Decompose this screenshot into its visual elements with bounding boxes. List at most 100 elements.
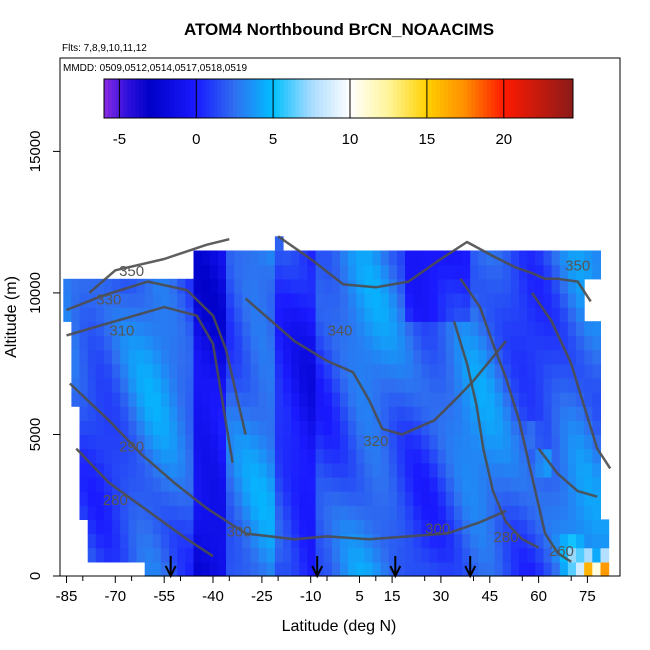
heatmap-cell [445,448,455,464]
heatmap-cell [340,434,349,450]
heatmap-cell [266,264,276,280]
heatmap-cell [144,519,154,535]
colorbar-swatch [182,79,187,118]
heatmap-cell [87,533,97,549]
dates-label: MMDD: 0509,0512,0514,0517,0518,0519 [63,63,247,74]
heatmap-cell [136,363,146,379]
heatmap-cell [502,406,512,421]
heatmap-cell [364,321,374,336]
heatmap-cell [397,392,406,407]
heatmap-cell [348,264,357,280]
heatmap-cell [169,420,178,436]
heatmap-cell [266,321,276,336]
heatmap-cell [576,264,585,280]
heatmap-cell [519,363,528,379]
heatmap-cell [356,349,365,365]
heatmap-cell [584,335,593,351]
heatmap-cell [144,321,154,336]
heatmap-cell [250,250,260,266]
heatmap-cell [478,377,488,393]
heatmap-cell [421,264,431,280]
heatmap-cell [372,434,382,450]
heatmap-cell [348,307,357,322]
heatmap-cell [397,448,406,464]
heatmap-cell [486,392,496,407]
heatmap-cell [234,264,243,280]
heatmap-cell [226,491,235,506]
heatmap-cell [559,420,569,436]
heatmap-cell [112,349,121,365]
heatmap-cell [380,448,390,464]
colorbar-swatch [447,79,453,118]
heatmap-cell [87,363,97,379]
heatmap-cell [380,406,390,421]
heatmap-cell [592,561,601,577]
heatmap-cell [177,377,186,393]
heatmap-cell [112,278,121,294]
heatmap-cell [397,547,406,563]
colorbar-swatch [319,79,324,118]
flights-label: Flts: 7,8,9,10,11,12 [62,43,147,54]
heatmap-cell [372,363,382,379]
heatmap-cell [405,561,414,577]
heatmap-cell [291,420,300,436]
colorbar-swatch [498,79,504,118]
colorbar-swatch [322,79,328,118]
colorbar-swatch [268,79,273,118]
colorbar-swatch [139,79,144,118]
heatmap-cell [201,264,211,280]
heatmap-cell [494,476,504,492]
heatmap-cell [250,434,260,450]
colorbar-swatch [342,79,347,118]
heatmap-cell [445,250,455,266]
colorbar-swatch [475,79,480,118]
colorbar-swatch [213,79,218,118]
contour-label: 340 [327,322,352,339]
colorbar-swatch [217,79,222,118]
heatmap-cell [551,392,561,407]
heatmap-cell [405,349,414,365]
x-tick-label: -85 [56,588,78,605]
heatmap-cell [567,476,577,492]
heatmap-cell [421,420,431,436]
heatmap-cell [413,392,422,407]
heatmap-cell [299,307,308,322]
heatmap-cell [486,292,496,308]
heatmap-cell [112,335,121,351]
heatmap-cell [445,349,455,365]
heatmap-cell [551,476,561,492]
heatmap-cell [388,278,398,294]
heatmap-cell [421,307,431,322]
heatmap-cell [120,448,129,464]
heatmap-cell [405,533,414,549]
colorbar-swatch [490,79,496,118]
colorbar-swatch [561,79,566,118]
heatmap-cell [283,406,292,421]
heatmap-cell [160,505,170,520]
heatmap-cell [486,307,496,322]
heatmap-cell [519,519,528,535]
heatmap-cell [543,250,553,266]
heatmap-cell [120,434,129,450]
colorbar-swatch [326,79,332,118]
heatmap-cell [234,349,243,365]
heatmap-cell [331,377,341,393]
heatmap-cell [429,321,439,336]
heatmap-cell [250,335,260,351]
heatmap-cell [576,462,585,478]
heatmap-cell [144,462,154,478]
heatmap-cell [274,278,284,294]
heatmap-cell [543,476,553,492]
heatmap-cell [299,491,308,506]
heatmap-cell [543,420,553,436]
heatmap-cell [152,547,162,563]
heatmap-cell [340,250,349,266]
heatmap-cell [405,264,414,280]
heatmap-cell [445,292,455,308]
heatmap-cell [217,250,227,266]
heatmap-cell [331,476,341,492]
heatmap-cell [331,392,341,407]
heatmap-cell [144,448,154,464]
heatmap-cell [95,476,105,492]
heatmap-cell [559,321,569,336]
